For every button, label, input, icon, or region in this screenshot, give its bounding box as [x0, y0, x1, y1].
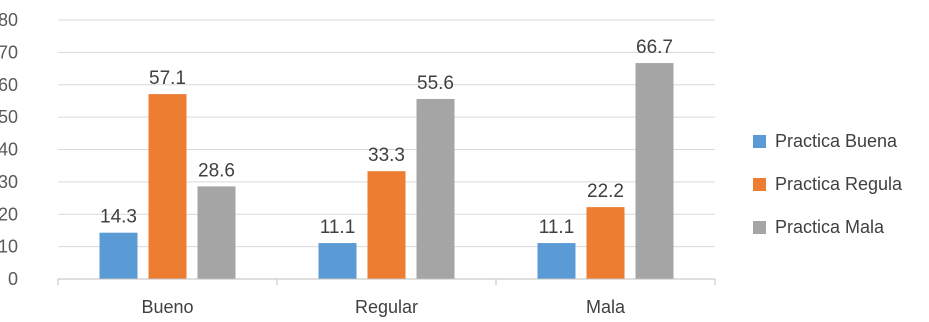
y-tick-label: 30	[0, 172, 18, 192]
bar	[318, 243, 357, 279]
data-label: 57.1	[149, 68, 186, 89]
y-tick-label: 80	[0, 10, 18, 30]
bars	[99, 63, 674, 280]
data-label: 55.6	[417, 73, 454, 94]
data-label: 28.6	[198, 160, 235, 181]
legend-label: Practica Buena	[775, 131, 898, 151]
data-label: 33.3	[368, 145, 405, 166]
y-tick-label: 10	[0, 237, 18, 257]
bar	[416, 98, 455, 280]
data-label: 66.7	[636, 37, 673, 58]
y-tick-label: 60	[0, 75, 18, 95]
data-label: 11.1	[320, 217, 356, 238]
y-tick-label: 20	[0, 204, 18, 224]
y-tick-label: 40	[0, 140, 18, 160]
x-category-label: Bueno	[141, 297, 193, 317]
legend: Practica Buena Practica Regula Practica Ma…	[753, 131, 903, 237]
y-axis-tick-labels: 0 10 20 30 40 50 60 70 80	[0, 10, 18, 289]
x-axis-category-labels: Bueno Regular Mala	[141, 297, 626, 317]
bar	[635, 63, 674, 280]
legend-label: Practica Mala	[775, 217, 885, 237]
x-category-label: Mala	[586, 297, 626, 317]
bar	[586, 207, 625, 279]
legend-swatch	[753, 178, 766, 191]
y-tick-label: 0	[8, 269, 18, 289]
bar	[148, 94, 187, 279]
bar	[367, 171, 406, 279]
x-axis	[57, 278, 716, 285]
data-label: 22.2	[587, 181, 624, 202]
legend-swatch	[753, 221, 766, 234]
bar	[537, 243, 576, 279]
legend-swatch	[753, 135, 766, 148]
data-label: 11.1	[539, 217, 575, 238]
bar	[99, 232, 138, 279]
bar	[197, 186, 236, 279]
y-tick-label: 70	[0, 42, 18, 62]
legend-label: Practica Regula	[775, 174, 903, 194]
data-labels: 14.3 57.1 28.6 11.1 33.3 55.6 11.1 22.2 66.7	[100, 37, 673, 238]
data-label: 14.3	[100, 207, 137, 228]
x-category-label: Regular	[355, 297, 418, 317]
y-tick-label: 50	[0, 107, 18, 127]
